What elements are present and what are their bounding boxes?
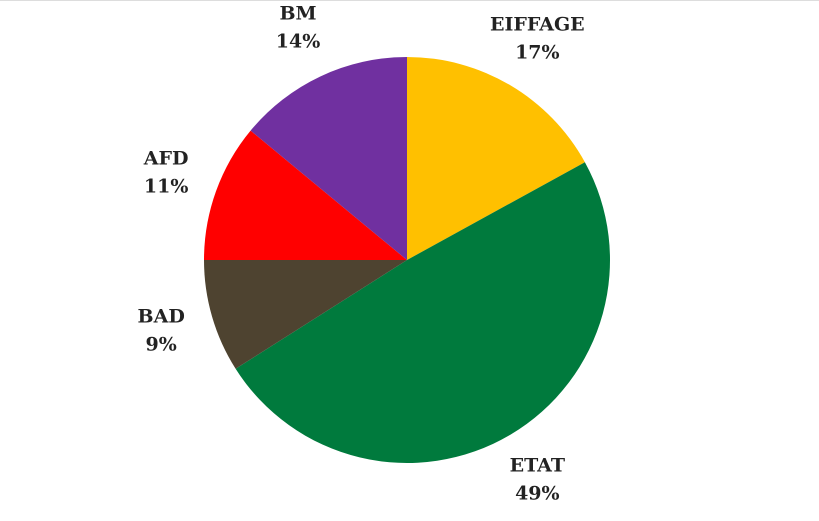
slice-label: ETAT — [510, 454, 565, 476]
slice-value-label: 14% — [276, 30, 321, 52]
slice-value-label: 17% — [515, 42, 560, 64]
pie-slice — [250, 57, 407, 260]
pie-slice — [204, 130, 407, 260]
slice-label: BAD — [138, 305, 185, 327]
slice-label: AFD — [143, 147, 189, 169]
pie-slice — [407, 57, 585, 260]
pie-slice — [204, 260, 407, 369]
slice-value-label: 9% — [146, 333, 177, 355]
slice-label: EIFFAGE — [490, 14, 585, 36]
slice-value-label: 49% — [515, 482, 560, 504]
slice-label: BM — [279, 2, 316, 24]
pie-slice — [235, 162, 610, 463]
slice-value-label: 11% — [144, 175, 189, 197]
